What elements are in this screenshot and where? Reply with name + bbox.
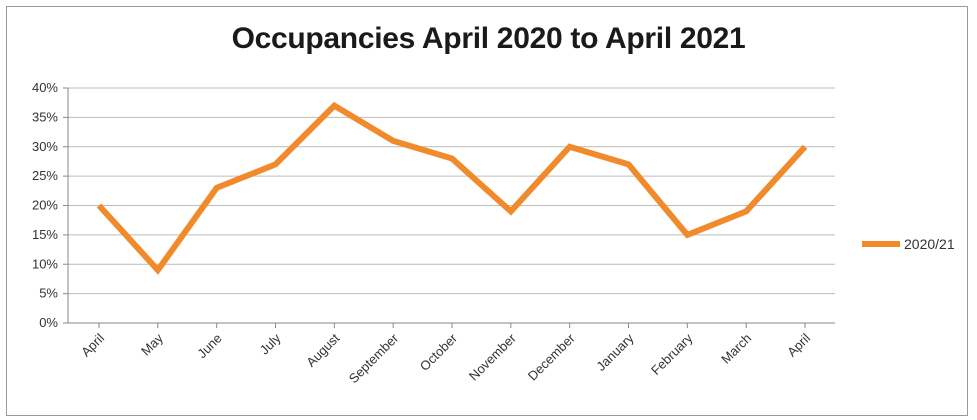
y-tick-label: 15% xyxy=(32,227,58,242)
x-tick-label: April xyxy=(784,330,813,359)
y-tick-label: 10% xyxy=(32,256,58,271)
x-tick-label: August xyxy=(303,330,342,369)
gridlines xyxy=(68,87,835,324)
y-tick-label: 5% xyxy=(39,286,58,301)
y-tick-label: 35% xyxy=(32,109,58,124)
x-axis: April May June July August September October No… xyxy=(68,322,835,386)
x-tick-label: September xyxy=(346,330,402,386)
y-axis: 0% 5% 10% 15% 20% 25% 30% 35% 40% xyxy=(32,80,69,330)
series-line xyxy=(96,101,808,275)
x-tick-label: February xyxy=(648,330,696,378)
x-tick-label: October xyxy=(417,330,461,374)
y-tick-label: 0% xyxy=(39,315,58,330)
chart-frame xyxy=(6,6,968,416)
y-tick-label: 20% xyxy=(32,198,58,213)
x-tick-label: December xyxy=(525,330,578,383)
chart-title: Occupancies April 2020 to April 2021 xyxy=(231,22,746,55)
y-tick-label: 40% xyxy=(32,80,58,95)
x-tick-label: April xyxy=(78,330,107,359)
x-tick-label: June xyxy=(194,331,225,362)
x-tick-label: November xyxy=(466,330,519,383)
legend: 2020/21 xyxy=(862,236,955,252)
y-tick-label: 25% xyxy=(32,168,58,183)
legend-label: 2020/21 xyxy=(904,236,955,252)
x-tick-label: July xyxy=(257,330,284,357)
x-tick-label: January xyxy=(593,330,637,374)
x-tick-label: March xyxy=(718,331,754,367)
y-tick-label: 30% xyxy=(32,139,58,154)
series-layer xyxy=(96,101,808,275)
x-tick-label: May xyxy=(138,330,166,358)
